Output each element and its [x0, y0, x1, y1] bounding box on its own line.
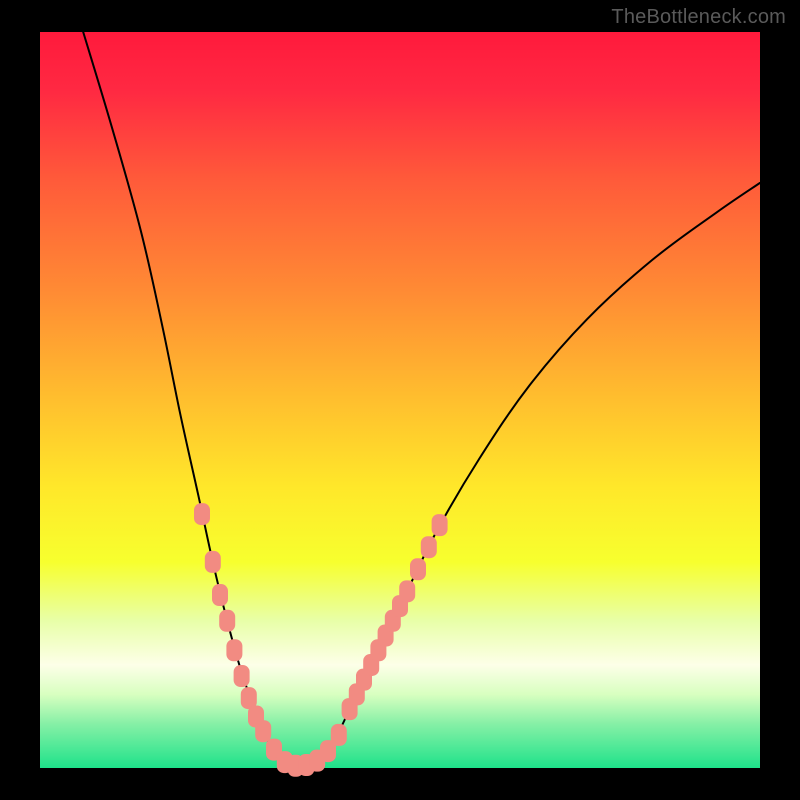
marker-dot: [399, 580, 415, 602]
marker-dot: [331, 724, 347, 746]
bottleneck-chart: [0, 0, 800, 800]
watermark-text: TheBottleneck.com: [611, 6, 786, 29]
marker-dot: [205, 551, 221, 573]
marker-dot: [255, 720, 271, 742]
marker-dot: [432, 514, 448, 536]
chart-canvas: TheBottleneck.com: [0, 0, 800, 800]
marker-dot: [194, 503, 210, 525]
marker-dot: [421, 536, 437, 558]
marker-dot: [226, 639, 242, 661]
marker-dot: [410, 558, 426, 580]
marker-dot: [234, 665, 250, 687]
marker-dot: [212, 584, 228, 606]
plot-background-gradient: [40, 32, 760, 768]
marker-dot: [219, 610, 235, 632]
